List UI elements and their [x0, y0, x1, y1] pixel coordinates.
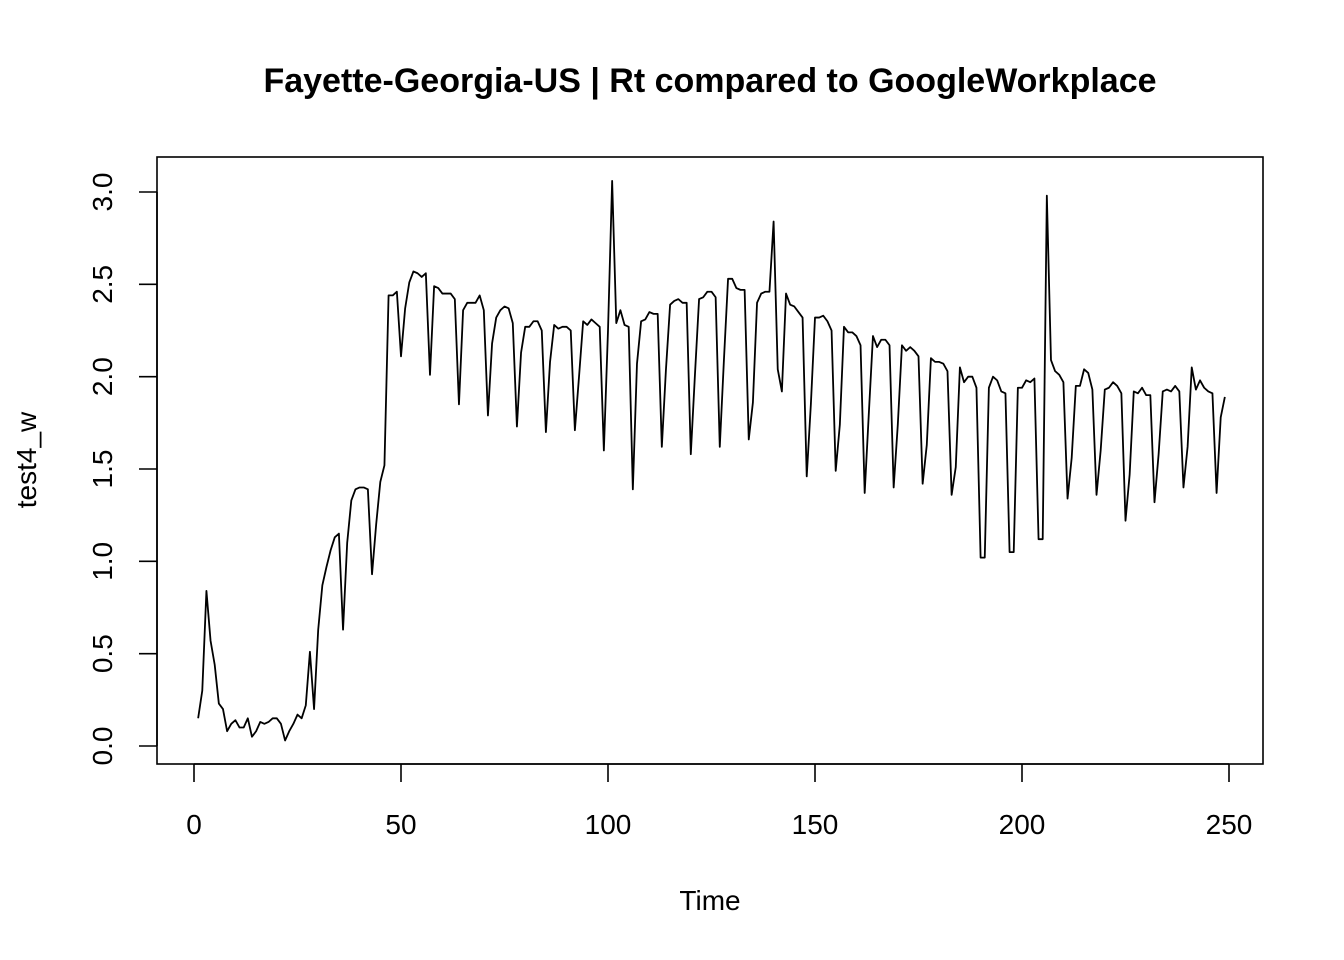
x-axis: 0 50 100 150 200 250: [186, 763, 1253, 840]
x-tick-label: 50: [385, 809, 416, 840]
y-tick-label: 2.0: [87, 357, 118, 396]
y-tick-label: 2.5: [87, 265, 118, 304]
x-tick-label: 0: [186, 809, 202, 840]
series-line-0: [197, 180, 1226, 742]
plot-frame: [156, 156, 1264, 765]
chart-title: Fayette-Georgia-US | Rt compared to Goog…: [263, 62, 1156, 100]
y-tick-label: 3.0: [87, 173, 118, 212]
y-axis-label: test4_w: [11, 411, 42, 508]
y-tick-label: 0.5: [87, 634, 118, 673]
x-axis-label: Time: [679, 885, 740, 916]
y-tick-label: 1.0: [87, 542, 118, 581]
y-tick-label: 1.5: [87, 450, 118, 489]
x-tick-label: 200: [999, 809, 1046, 840]
series-layer: [197, 180, 1226, 742]
y-axis: 0.0 0.5 1.0 1.5 2.0 2.5 3.0: [87, 173, 158, 766]
x-tick-label: 100: [585, 809, 632, 840]
x-tick-label: 250: [1206, 809, 1253, 840]
x-tick-label: 150: [792, 809, 839, 840]
y-tick-label: 0.0: [87, 727, 118, 766]
